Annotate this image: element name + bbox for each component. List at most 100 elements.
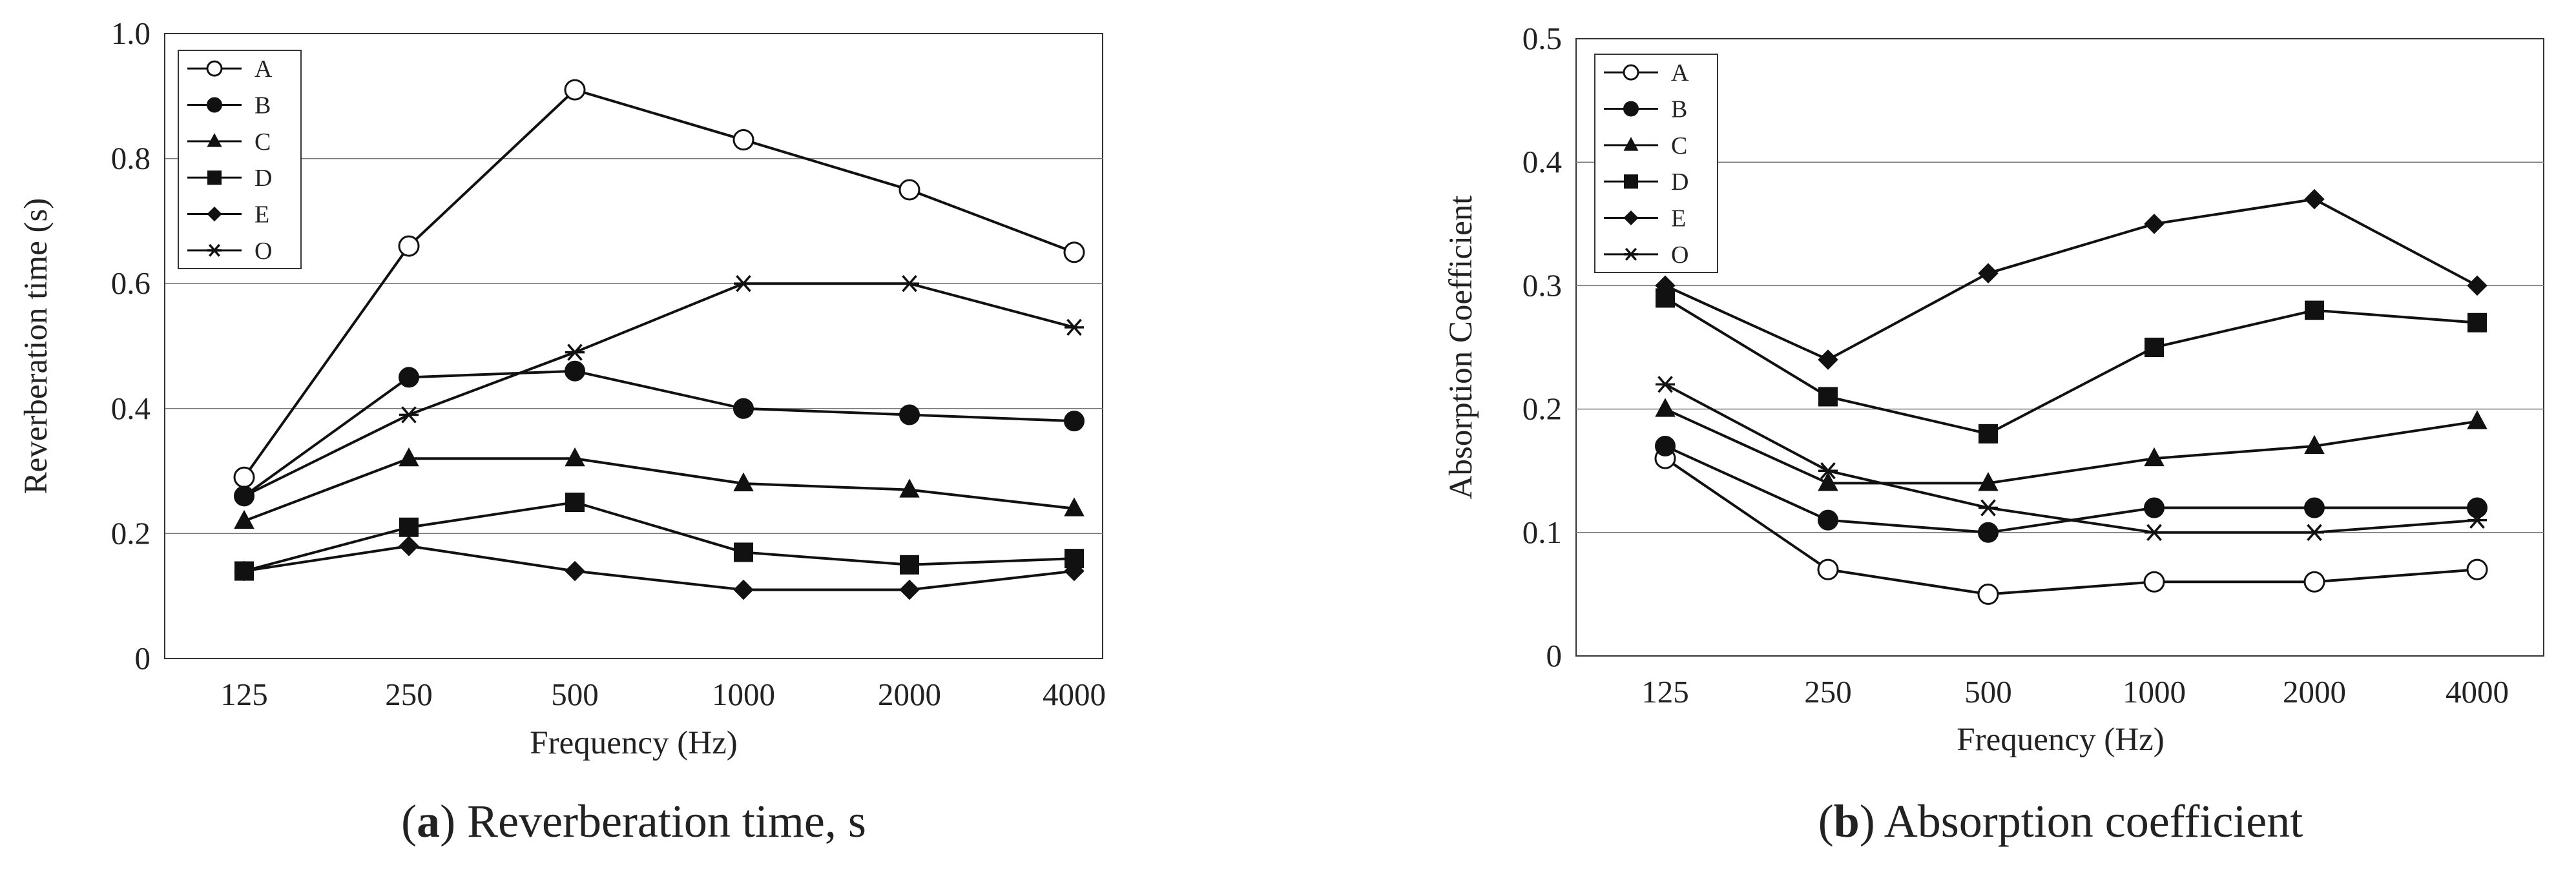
data-point xyxy=(732,129,754,151)
data-point xyxy=(2145,524,2164,541)
data-point xyxy=(1818,509,1838,531)
y-tick-label: 0.2 xyxy=(111,515,151,551)
legend-label: O xyxy=(254,238,272,265)
data-point xyxy=(1818,472,1838,491)
caption-a: (a) Reverberation time, s xyxy=(401,795,866,847)
x-tick-label: 125 xyxy=(1641,674,1689,710)
series-line xyxy=(243,88,1075,478)
data-point xyxy=(2304,189,2325,210)
plot-area-frame xyxy=(164,33,1103,659)
legend-entry-b: B xyxy=(187,92,271,119)
y-tick-labels: 0 0.1 0.2 0.3 0.4 0.5 xyxy=(1522,21,1562,673)
series-e xyxy=(234,536,1085,600)
data-point xyxy=(565,360,585,382)
series-line xyxy=(243,369,1075,497)
data-point xyxy=(1979,424,1998,444)
series-line xyxy=(1664,296,2478,435)
legend-marker xyxy=(1623,64,1639,81)
data-point xyxy=(399,447,419,467)
legend-marker xyxy=(207,243,222,257)
data-point xyxy=(1655,275,1676,296)
legend-entry-a: A xyxy=(187,56,273,83)
data-point xyxy=(2143,571,2165,593)
gridlines xyxy=(165,158,1103,535)
series-a xyxy=(1654,447,2488,605)
data-point xyxy=(1063,241,1085,263)
data-point xyxy=(733,579,754,600)
legend-box xyxy=(1594,54,1718,273)
data-point xyxy=(2144,497,2165,518)
data-point xyxy=(399,406,419,424)
legend-label: D xyxy=(1671,169,1688,196)
y-tick-labels: 0 0.2 0.4 0.6 0.8 1.0 xyxy=(111,15,151,676)
data-point xyxy=(2145,338,2164,357)
data-point xyxy=(733,472,754,491)
x-tick-label: 250 xyxy=(385,677,433,712)
y-tick-label: 0.8 xyxy=(111,141,151,176)
data-point xyxy=(1818,387,1838,407)
series-b xyxy=(1655,435,2488,543)
data-point xyxy=(398,235,420,257)
series-a xyxy=(233,79,1085,488)
series-e xyxy=(1655,189,2488,370)
y-tick-label: 0.4 xyxy=(111,391,151,426)
y-tick-label: 0.2 xyxy=(1522,391,1562,427)
x-tick-label: 2000 xyxy=(2283,674,2346,710)
legend-label: A xyxy=(254,56,273,83)
x-tick-label: 500 xyxy=(1964,674,2012,710)
legend-label: E xyxy=(254,201,269,229)
data-point xyxy=(2304,497,2325,518)
series-group xyxy=(1654,189,2488,605)
legend-marker xyxy=(1623,210,1639,226)
data-point xyxy=(565,447,585,467)
data-point xyxy=(734,542,753,562)
data-point xyxy=(2467,410,2488,429)
y-tick-label: 0.1 xyxy=(1522,515,1562,550)
data-point xyxy=(2144,214,2165,234)
y-tick-label: 1.0 xyxy=(111,15,151,51)
legend-entry-a: A xyxy=(1604,59,1689,87)
data-point xyxy=(2467,511,2487,529)
data-point xyxy=(2305,524,2324,541)
legend-label: E xyxy=(1671,205,1686,232)
x-axis-title: Frequency (Hz) xyxy=(530,725,737,761)
data-point xyxy=(2467,497,2488,518)
x-tick-labels: 125 250 500 1000 2000 4000 xyxy=(220,677,1106,712)
data-point xyxy=(565,493,585,512)
x-tick-label: 1000 xyxy=(712,677,775,712)
data-point xyxy=(899,478,920,498)
series-d xyxy=(1656,288,2487,444)
series-c xyxy=(234,447,1085,529)
legend-entry-o: O xyxy=(1604,241,1688,269)
legend-label: A xyxy=(1671,59,1689,87)
x-tick-labels: 125 250 500 1000 2000 4000 xyxy=(1641,674,2509,710)
data-point xyxy=(565,343,585,361)
data-point xyxy=(733,398,754,419)
data-point xyxy=(2144,447,2165,467)
data-point xyxy=(734,275,753,292)
y-tick-label: 0 xyxy=(135,640,151,676)
series-line xyxy=(1665,198,2478,362)
data-point xyxy=(1655,398,1676,417)
data-point xyxy=(1818,349,1838,370)
legend-marker xyxy=(207,206,222,222)
data-point xyxy=(2303,571,2325,593)
legend-marker xyxy=(207,133,222,147)
data-point xyxy=(1817,558,1839,580)
legend-entry-e: E xyxy=(1604,205,1686,232)
legend-marker xyxy=(1624,247,1638,261)
legend-label: O xyxy=(1671,241,1688,269)
data-point xyxy=(2467,312,2487,332)
x-tick-label: 250 xyxy=(1804,674,1852,710)
series-o xyxy=(1656,376,2487,541)
data-point xyxy=(1064,497,1085,516)
legend-entry-d: D xyxy=(187,165,272,192)
series-line xyxy=(244,282,1075,498)
legend-label: B xyxy=(254,92,271,119)
legend-box xyxy=(178,50,302,269)
series-b xyxy=(234,360,1085,507)
data-point xyxy=(899,579,920,600)
series-d xyxy=(234,493,1084,581)
caption-text: Reverberation time, s xyxy=(467,795,866,847)
